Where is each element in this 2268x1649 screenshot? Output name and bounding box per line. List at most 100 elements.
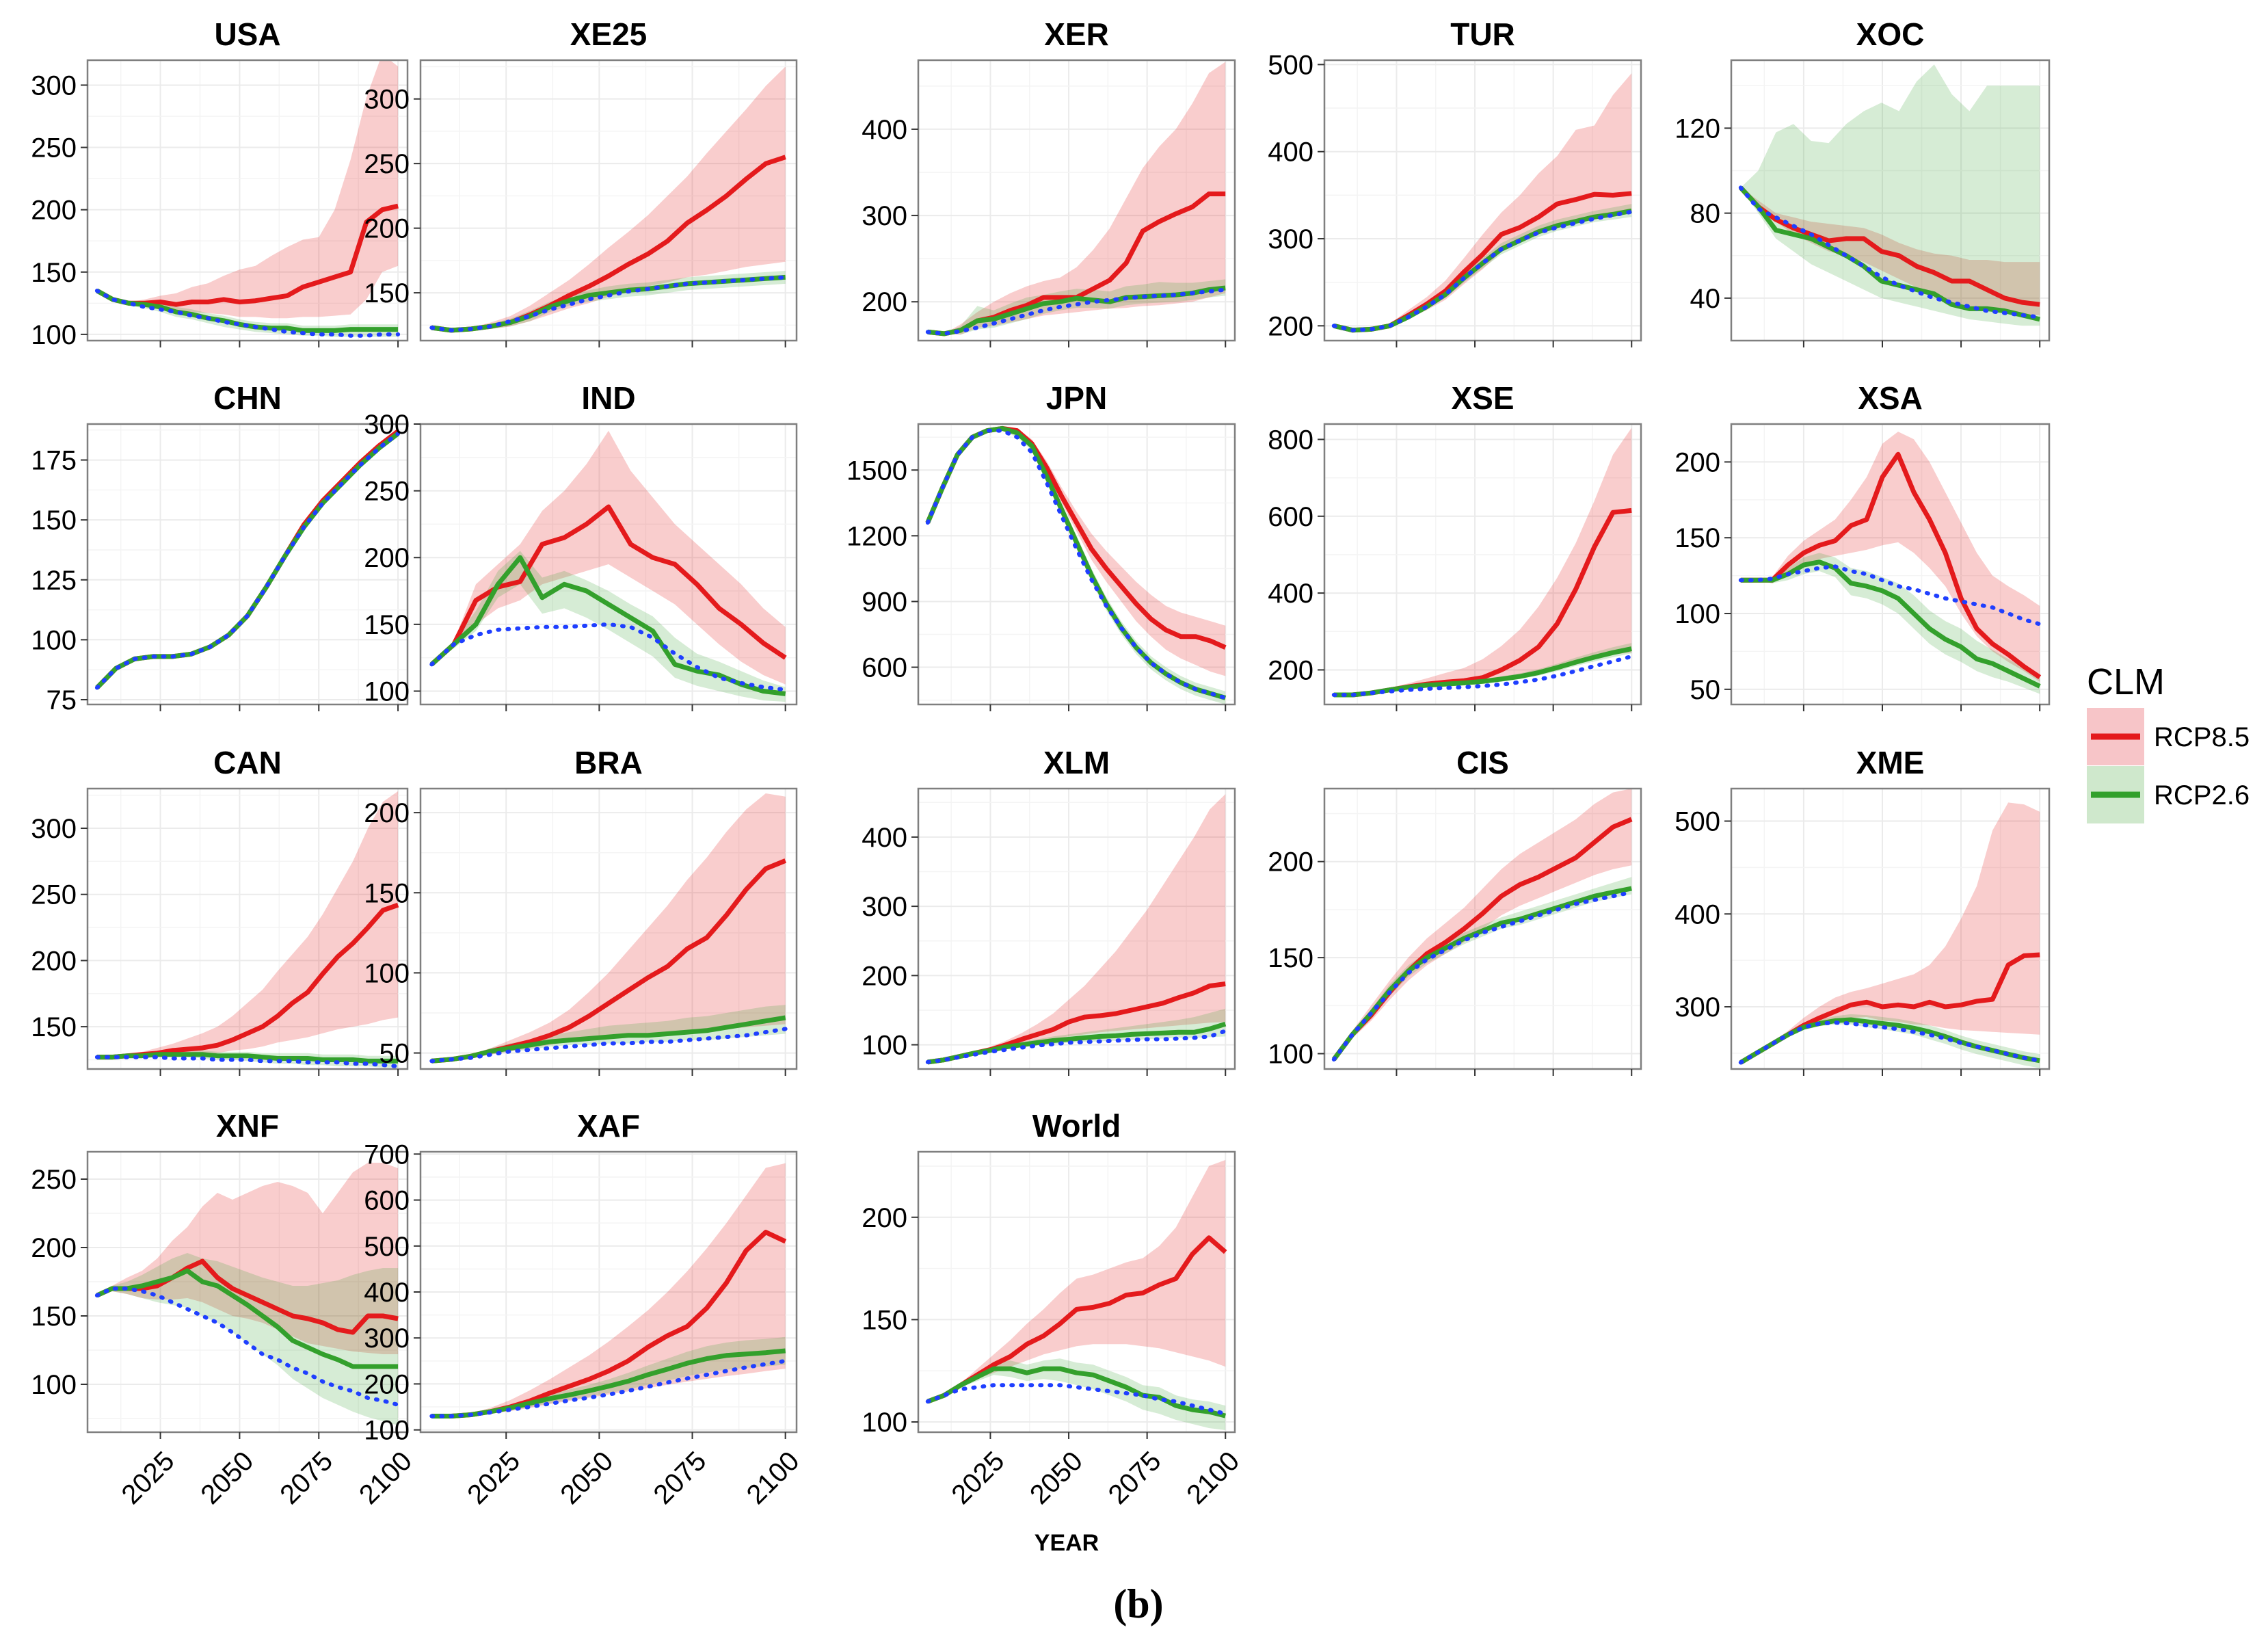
- y-tick-label: 100: [364, 958, 410, 988]
- y-tick-label: 100: [364, 676, 410, 707]
- y-tick-label: 400: [862, 823, 907, 853]
- x-tick-label: 2075: [1103, 1446, 1167, 1510]
- y-tick-label: 200: [1675, 447, 1720, 477]
- x-tick-label: 2075: [274, 1446, 338, 1510]
- x-tick-label: 2100: [353, 1446, 418, 1510]
- series-layer: [429, 66, 788, 333]
- rcp26-line: [96, 1268, 399, 1369]
- panel-xlm: XLM 100 200 300 400: [862, 745, 1236, 1076]
- panel-title: XAF: [577, 1108, 640, 1144]
- figure-caption: (b): [1113, 1581, 1163, 1626]
- y-tick-label: 100: [862, 1408, 907, 1438]
- baseline-dotted-line: [429, 1358, 788, 1419]
- rcp26-line: [1739, 186, 2041, 322]
- panel-bra: BRA 50 100 150 200: [364, 745, 798, 1076]
- y-tick-label: 100: [31, 625, 77, 655]
- panel-title: USA: [214, 16, 280, 52]
- baseline-dotted-line: [1331, 654, 1634, 697]
- x-tick-label: 2075: [648, 1446, 712, 1510]
- panel-title: JPN: [1046, 380, 1107, 416]
- baseline-dotted-line: [925, 1383, 1228, 1416]
- baseline-dotted-line: [94, 432, 401, 690]
- y-tick-label: 150: [1268, 943, 1313, 973]
- y-tick-label: 100: [862, 1031, 907, 1061]
- y-tick-label: 200: [364, 214, 410, 244]
- plot-area: [88, 789, 408, 1069]
- rcp85-band: [927, 62, 1226, 335]
- rcp85-line: [429, 504, 787, 666]
- rcp26-line: [429, 555, 786, 696]
- rcp26-band: [431, 271, 786, 330]
- panel-border: [917, 1150, 1236, 1434]
- y-tick-label: 800: [1268, 425, 1313, 455]
- panel-title: IND: [581, 380, 635, 416]
- panel-grid: USA 100 150 200 250 300 XE25 150 200 250 300 XER 200…: [31, 16, 2051, 1510]
- y-tick-label: 400: [1268, 137, 1313, 168]
- rcp85-band: [927, 427, 1226, 676]
- panel-title: CAN: [213, 745, 282, 780]
- x-tick-label: 2050: [1024, 1446, 1089, 1510]
- y-tick-label: 200: [364, 1369, 410, 1399]
- y-tick-label: 100: [31, 320, 77, 350]
- y-tick-label: 300: [31, 814, 77, 844]
- y-tick-label: 150: [31, 505, 77, 536]
- rcp26-band: [431, 1336, 786, 1416]
- plot-area: [918, 424, 1235, 704]
- panel-title: CHN: [213, 380, 282, 416]
- series-layer: [1331, 789, 1634, 1061]
- y-tick-label: 200: [1268, 847, 1313, 878]
- panel-cis: CIS 100 150 200: [1268, 745, 1642, 1076]
- rcp26-band: [1740, 64, 2040, 326]
- y-tick-label: 600: [1268, 502, 1313, 532]
- series-layer: [94, 429, 401, 690]
- panel-border: [419, 59, 798, 342]
- rcp85-band: [431, 793, 786, 1061]
- y-tick-label: 200: [862, 961, 907, 991]
- rcp26-line: [926, 1366, 1227, 1419]
- series-layer: [925, 62, 1228, 337]
- x-axis-title: YEAR: [1035, 1530, 1099, 1556]
- gridlines: [1324, 789, 1641, 1069]
- x-tick-label: 2100: [741, 1446, 805, 1510]
- panel-xe25: XE25 150 200 250 300: [364, 16, 798, 347]
- series-layer: [925, 1160, 1228, 1430]
- panel-border: [1323, 787, 1642, 1070]
- y-tick-label: 900: [862, 587, 907, 617]
- y-tick-label: 300: [862, 892, 907, 922]
- rcp85-band: [1333, 789, 1632, 1059]
- panel-world: World 100 150 200 2025 2050 2075 2100: [862, 1108, 1245, 1510]
- panel-xse: XSE 200 400 600 800: [1268, 380, 1642, 711]
- rcp85-band: [96, 60, 399, 319]
- y-tick-label: 250: [31, 880, 77, 910]
- y-tick-label: 250: [31, 1165, 77, 1195]
- y-tick-label: 200: [862, 287, 907, 317]
- baseline-dotted-line: [94, 1055, 401, 1069]
- gridlines: [1731, 423, 2049, 704]
- series-layer: [429, 430, 788, 702]
- panel-xoc: XOC 40 80 120: [1675, 16, 2051, 347]
- legend-label-rcp26: RCP2.6: [2154, 780, 2250, 810]
- panel-title: World: [1032, 1108, 1121, 1144]
- series-layer: [429, 793, 788, 1064]
- x-tick-label: 2025: [462, 1446, 526, 1510]
- panel-title: XLM: [1043, 745, 1110, 780]
- panel-title: XNF: [216, 1108, 279, 1144]
- panel-chn: CHN 75 100 125 150 175: [31, 380, 409, 715]
- baseline-dotted-line: [925, 1029, 1228, 1064]
- plot-area: [88, 60, 408, 341]
- y-tick-label: 500: [1268, 50, 1313, 80]
- panel-border: [419, 423, 798, 706]
- y-tick-label: 150: [364, 610, 410, 640]
- rcp85-band: [96, 791, 399, 1057]
- x-tick-label: 2025: [946, 1446, 1010, 1510]
- plot-area: [918, 1152, 1235, 1432]
- y-tick-label: 300: [1268, 224, 1313, 254]
- y-tick-label: 250: [31, 133, 77, 163]
- series-layer: [94, 60, 401, 338]
- panel-can: CAN 150 200 250 300: [31, 745, 409, 1076]
- baseline-dotted-line: [429, 1027, 788, 1064]
- panel-xer: XER 200 300 400: [862, 16, 1236, 347]
- panel-border: [1730, 423, 2051, 706]
- y-tick-label: 150: [31, 258, 77, 288]
- panel-border: [917, 59, 1236, 342]
